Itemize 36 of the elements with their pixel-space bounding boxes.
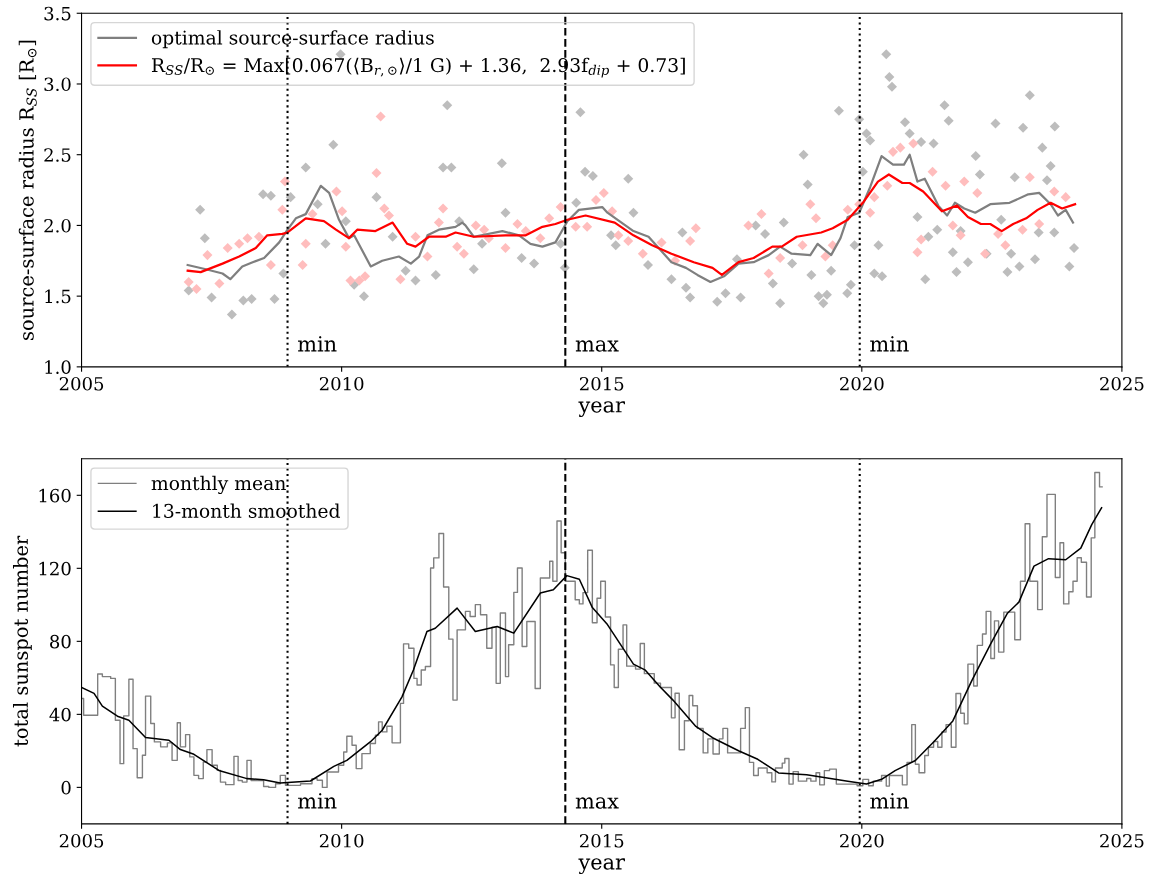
y-tick-label: 0: [61, 780, 71, 795]
y-tick-label: 40: [49, 707, 71, 722]
x-tick-label: 2015: [579, 833, 624, 848]
x-tick-label: 2005: [59, 376, 104, 391]
legend-label: 13-month smoothed: [153, 503, 340, 518]
x-tick-label: 2020: [840, 833, 884, 848]
ref-line-label: min: [298, 336, 337, 352]
y-tick-label: 2.0: [44, 218, 71, 233]
legend-label: optimal source-surface radius: [151, 30, 434, 49]
y-tick-label: 3.5: [44, 6, 71, 21]
legend-label: monthly mean: [151, 475, 286, 495]
y-tick-label: 80: [50, 634, 71, 649]
x-axis-title: year: [578, 858, 625, 875]
ref-line-label: max: [575, 797, 619, 809]
y-tick-label: 1.0: [45, 360, 71, 374]
x-tick-label: 2005: [59, 833, 104, 848]
y-tick-label: 3.0: [44, 77, 71, 92]
y-tick-label: 2.5: [44, 148, 71, 162]
line-series: [186, 173, 1077, 277]
y-tick-label: 120: [39, 561, 71, 576]
x-tick-label: 2010: [319, 376, 364, 391]
x-axis-title: year: [578, 401, 625, 417]
line-series: [186, 153, 1075, 284]
x-tick-label: 2020: [840, 376, 884, 391]
y-tick-label: 160: [39, 488, 71, 503]
x-tick-label: 2010: [319, 833, 364, 848]
x-tick-label: 2015: [579, 376, 624, 391]
ref-line-label: min: [298, 793, 337, 809]
x-tick-label: 2025: [1100, 833, 1144, 848]
ref-line-label: min: [870, 336, 909, 352]
y-axis-title: source-surface radius R$_{SS}$ [R$_{⊙}$]: [18, 40, 37, 340]
y-axis-title: total sunspot number: [12, 535, 32, 747]
x-tick-label: 2025: [1100, 376, 1144, 391]
ref-line-label: max: [575, 340, 619, 352]
ref-line-label: min: [870, 793, 909, 809]
y-tick-label: 1.5: [45, 289, 71, 304]
